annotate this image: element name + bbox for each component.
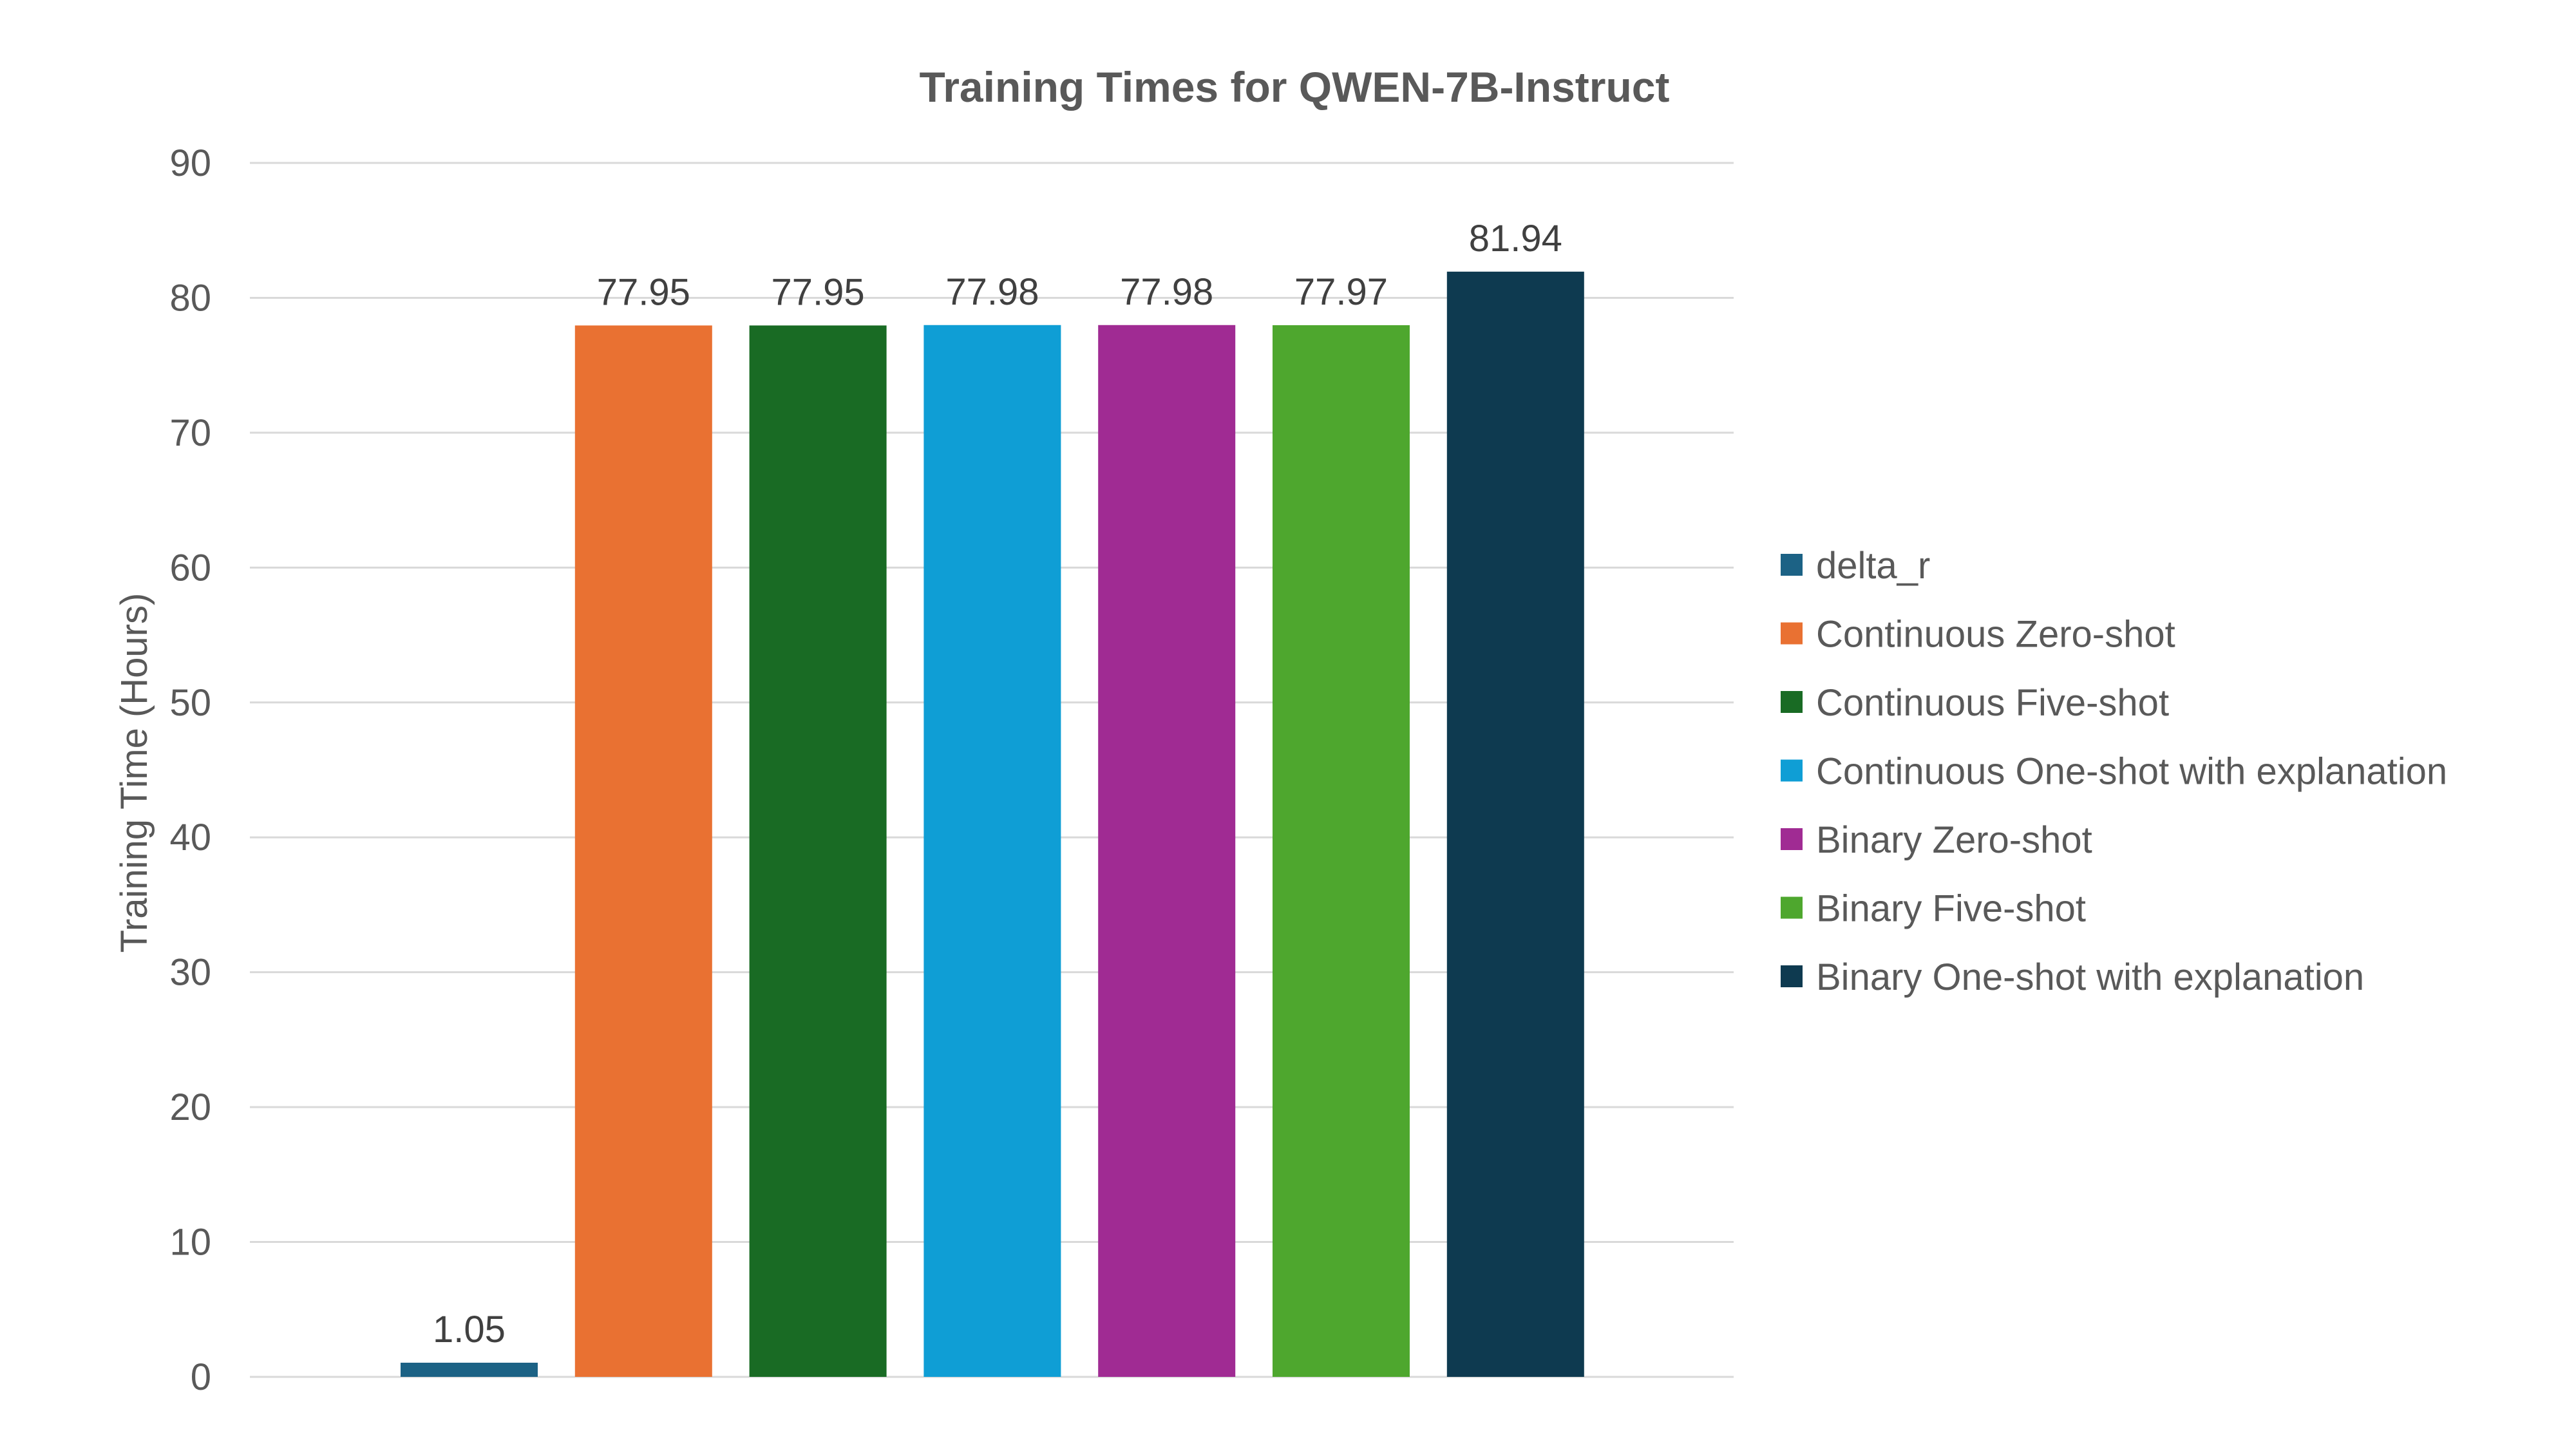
y-tick-label: 20 [169, 1086, 211, 1128]
data-label: 77.98 [1120, 271, 1213, 313]
legend-label: delta_r [1816, 545, 1930, 587]
legend-label: Binary Five-shot [1816, 888, 2086, 930]
data-label: 77.95 [772, 271, 865, 313]
legend-swatch [1781, 896, 1803, 919]
legend-swatch [1781, 622, 1803, 645]
y-tick-label: 40 [169, 817, 211, 858]
bar [1098, 325, 1236, 1378]
legend-item: Continuous Five-shot [1781, 682, 2169, 724]
legend-swatch [1781, 828, 1803, 850]
legend-label: Continuous One-shot with explanation [1816, 751, 2447, 793]
legend-item: Continuous Zero-shot [1781, 614, 2175, 656]
y-tick-label: 30 [169, 952, 211, 994]
y-tick-label: 0 [191, 1356, 211, 1398]
legend-item: Binary One-shot with explanation [1781, 956, 2364, 998]
legend-item: Continuous One-shot with explanation [1781, 751, 2447, 793]
data-label: 77.97 [1294, 271, 1388, 313]
data-label: 77.98 [945, 271, 1039, 313]
y-tick-label: 60 [169, 547, 211, 589]
y-axis-ticks: 0 10 20 30 40 50 60 70 80 90 [169, 142, 211, 1398]
legend-swatch [1781, 965, 1803, 987]
legend-swatch [1781, 554, 1803, 576]
y-tick-label: 80 [169, 277, 211, 319]
legend-label: Binary One-shot with explanation [1816, 956, 2364, 998]
bar [1273, 325, 1410, 1377]
data-label: 77.95 [597, 271, 690, 313]
legend-swatch [1781, 759, 1803, 782]
bars [401, 271, 1584, 1378]
data-label: 1.05 [433, 1309, 506, 1350]
legend-item: delta_r [1781, 545, 1930, 587]
bar [749, 325, 887, 1377]
bar [1446, 271, 1584, 1377]
y-tick-label: 50 [169, 682, 211, 724]
y-tick-label: 90 [169, 142, 211, 184]
legend-label: Continuous Zero-shot [1816, 614, 2175, 656]
legend-label: Binary Zero-shot [1816, 819, 2092, 861]
legend-label: Continuous Five-shot [1816, 682, 2169, 724]
data-labels: 1.05 77.95 77.95 77.98 77.98 77.97 81.94 [433, 218, 1562, 1350]
y-tick-label: 70 [169, 412, 211, 454]
y-axis-label: Training Time (Hours) [113, 593, 155, 953]
chart-title: Training Times for QWEN-7B-Instruct [920, 63, 1670, 111]
data-label: 81.94 [1469, 218, 1562, 260]
legend-swatch [1781, 691, 1803, 713]
legend-item: Binary Five-shot [1781, 888, 2086, 930]
legend-item: Binary Zero-shot [1781, 819, 2092, 861]
bar [401, 1363, 538, 1377]
bar [923, 325, 1061, 1378]
y-tick-label: 10 [169, 1222, 211, 1264]
bar [574, 325, 712, 1377]
legend: delta_r Continuous Zero-shot Continuous Fi… [1781, 545, 2447, 998]
